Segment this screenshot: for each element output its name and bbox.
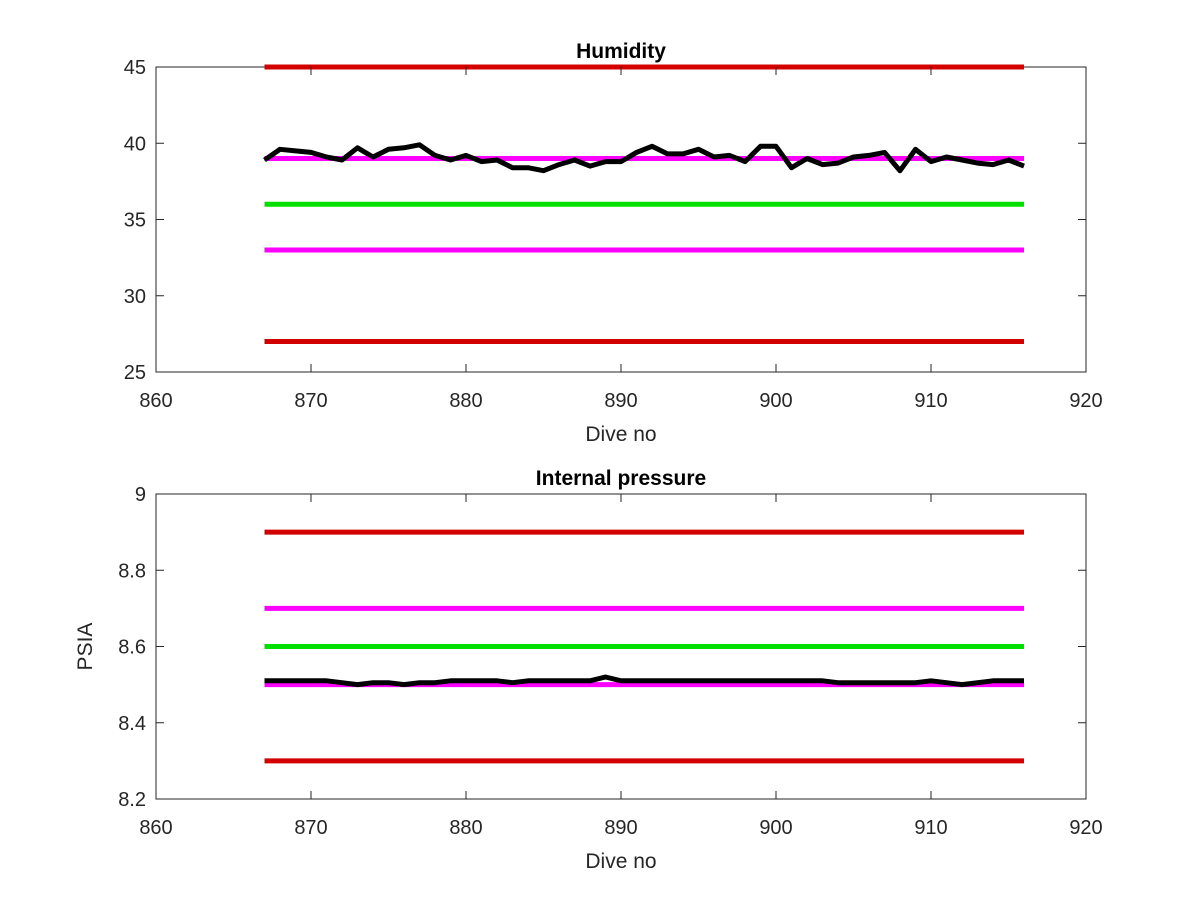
y-tick-label: 8.4 bbox=[118, 713, 146, 735]
x-tick-label: 880 bbox=[449, 390, 482, 412]
x-tick-label: 870 bbox=[294, 390, 327, 412]
x-tick-label: 920 bbox=[1069, 390, 1102, 412]
x-tick-label: 910 bbox=[914, 390, 947, 412]
x-tick-label: 900 bbox=[759, 817, 792, 839]
y-axis-label: PSIA bbox=[74, 623, 97, 671]
y-tick-label: 8.6 bbox=[118, 637, 146, 659]
chart-title: Humidity bbox=[576, 40, 666, 63]
chart-title: Internal pressure bbox=[536, 467, 706, 490]
plot-area bbox=[155, 66, 1087, 373]
x-tick-label: 870 bbox=[294, 817, 327, 839]
y-tick-label: 35 bbox=[124, 210, 146, 232]
x-tick-label: 900 bbox=[759, 390, 792, 412]
series-line bbox=[264, 674, 1024, 688]
y-tick-label: 40 bbox=[124, 133, 146, 155]
y-tick-label: 30 bbox=[124, 286, 146, 308]
y-tick-label: 8.2 bbox=[118, 789, 146, 811]
y-tick-label: 8.8 bbox=[118, 560, 146, 582]
humidity-chart: 860 870 880 890 900 910 920 25 30 35 40 45 Humidity D… bbox=[124, 40, 1103, 446]
x-tick-label: 860 bbox=[139, 390, 172, 412]
series-line bbox=[263, 142, 1025, 174]
x-tick-label: 880 bbox=[449, 817, 482, 839]
internal-pressure-chart: 860 870 880 890 900 910 920 8.2 8.4 8.6 8.8 9 Intern… bbox=[74, 467, 1103, 873]
x-tick-label: 890 bbox=[604, 390, 637, 412]
x-tick-label: 910 bbox=[914, 817, 947, 839]
x-tick-label: 860 bbox=[139, 817, 172, 839]
x-axis-label: Dive no bbox=[585, 423, 656, 446]
y-tick-label: 9 bbox=[135, 484, 146, 506]
x-tick-label: 890 bbox=[604, 817, 637, 839]
y-tick-label: 45 bbox=[124, 57, 146, 79]
x-axis-label: Dive no bbox=[585, 850, 656, 873]
y-tick-label: 25 bbox=[124, 362, 146, 384]
x-tick-label: 920 bbox=[1069, 817, 1102, 839]
